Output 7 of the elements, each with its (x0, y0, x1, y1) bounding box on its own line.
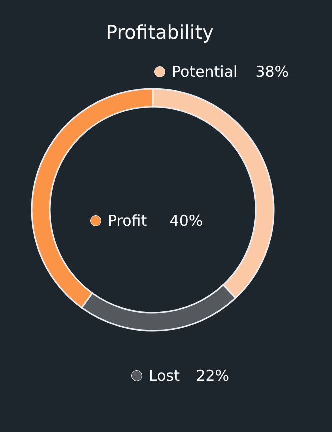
legend-label: Profit (108, 212, 148, 230)
data-label: 22% (196, 367, 230, 385)
data-label: 40% (170, 212, 204, 230)
data-label: 38% (256, 63, 290, 81)
legend-label: Lost (149, 367, 180, 385)
chart-title: Profitability (106, 22, 214, 44)
legend-label: Potential (172, 63, 238, 81)
